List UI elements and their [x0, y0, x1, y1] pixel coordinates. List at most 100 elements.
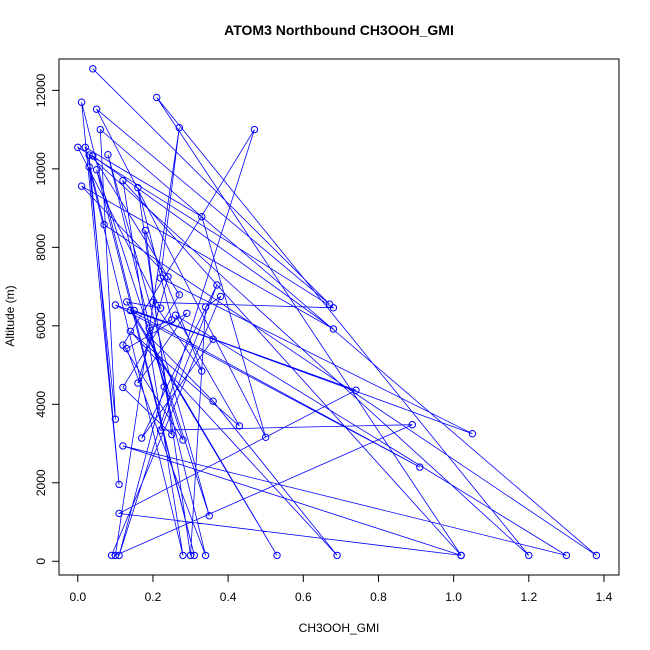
data-point — [74, 143, 82, 152]
x-tick-label: 0.6 — [295, 590, 312, 604]
data-point — [115, 480, 123, 489]
data-point — [81, 143, 90, 152]
data-point — [104, 151, 112, 159]
x-tick-label: 0.8 — [370, 590, 387, 604]
data-point — [213, 281, 221, 289]
data-point — [209, 397, 217, 405]
data-point — [201, 303, 210, 311]
data-point — [273, 551, 281, 560]
data-point — [156, 304, 165, 312]
data-point — [235, 422, 244, 430]
chart-title: ATOM3 Northbound CH3OOH_GMI — [224, 22, 454, 38]
data-point — [175, 291, 184, 299]
data-point — [201, 551, 210, 560]
data-point — [205, 512, 214, 520]
x-axis-label: CH3OOH_GMI — [299, 621, 380, 635]
data-point — [216, 292, 225, 301]
series-polyline — [76, 68, 597, 557]
data-point — [111, 415, 120, 423]
x-axis: 0.0 0.2 0.4 0.6 0.8 1.0 1.2 1.4 — [69, 574, 613, 604]
data-point — [119, 341, 127, 349]
data-point — [134, 379, 142, 387]
data-point — [156, 426, 165, 434]
data-point — [100, 220, 108, 229]
data-point — [183, 309, 191, 317]
data-point — [115, 509, 123, 518]
data-point — [416, 463, 424, 471]
y-tick-label: 8000 — [34, 234, 48, 261]
data-point — [153, 93, 161, 102]
data-point — [130, 306, 138, 315]
data-point — [198, 213, 206, 221]
data-point — [85, 151, 93, 159]
data-point — [168, 316, 176, 324]
data-point — [77, 98, 86, 106]
data-point — [179, 436, 187, 444]
y-tick-label: 2000 — [34, 469, 48, 496]
y-tick-label: 0 — [34, 558, 48, 565]
x-tick-label: 0.0 — [69, 590, 86, 604]
data-point — [115, 551, 123, 560]
data-point — [126, 306, 135, 315]
data-point — [77, 182, 86, 190]
data-point — [190, 551, 199, 560]
data-point — [160, 383, 168, 391]
x-tick-label: 1.4 — [596, 590, 613, 604]
data-point — [126, 327, 135, 335]
data-point — [525, 551, 533, 560]
data-point — [168, 430, 176, 439]
data-point — [352, 386, 360, 394]
data-point — [119, 442, 127, 450]
data-point — [468, 430, 477, 438]
data-point — [96, 125, 105, 134]
data-point — [111, 551, 120, 560]
data-point — [138, 434, 146, 442]
x-tick-label: 1.2 — [520, 590, 537, 604]
data-point — [198, 367, 206, 375]
data-point — [89, 65, 97, 73]
data-point — [123, 298, 131, 306]
y-tick-label: 6000 — [34, 312, 48, 339]
data-point — [107, 551, 116, 560]
x-tick-label: 1.0 — [445, 590, 462, 604]
data-point — [175, 124, 184, 132]
data-point — [562, 551, 571, 560]
y-axis-label: Altitude (m) — [3, 285, 17, 346]
data-point — [119, 176, 127, 185]
series-line — [76, 68, 597, 557]
y-tick-label: 10000 — [34, 152, 48, 186]
data-point — [119, 383, 127, 392]
data-point — [111, 301, 120, 309]
data-point — [92, 105, 101, 113]
data-point — [171, 311, 180, 319]
y-axis: 0 2000 4000 6000 8000 10000 12000 — [34, 73, 60, 565]
data-point — [408, 421, 416, 429]
x-tick-label: 0.4 — [220, 590, 237, 604]
data-point — [262, 433, 270, 441]
data-point — [85, 163, 93, 171]
data-point — [164, 273, 172, 281]
data-point — [92, 166, 101, 174]
data-point — [329, 325, 338, 333]
data-point — [329, 304, 338, 312]
data-point — [333, 551, 341, 560]
data-point — [592, 551, 601, 560]
data-point — [141, 226, 150, 235]
data-point — [145, 324, 153, 332]
data-point — [145, 332, 153, 341]
y-tick-label: 4000 — [34, 391, 48, 418]
x-tick-label: 0.2 — [145, 590, 162, 604]
y-tick-label: 12000 — [34, 73, 48, 107]
data-point — [250, 125, 259, 134]
data-point — [209, 335, 217, 343]
data-point — [186, 551, 195, 560]
data-point — [457, 551, 465, 560]
series-points — [74, 65, 601, 560]
data-point — [179, 551, 187, 560]
data-point — [149, 298, 157, 306]
data-point — [89, 152, 97, 160]
data-point — [156, 274, 165, 282]
data-point — [134, 184, 142, 192]
